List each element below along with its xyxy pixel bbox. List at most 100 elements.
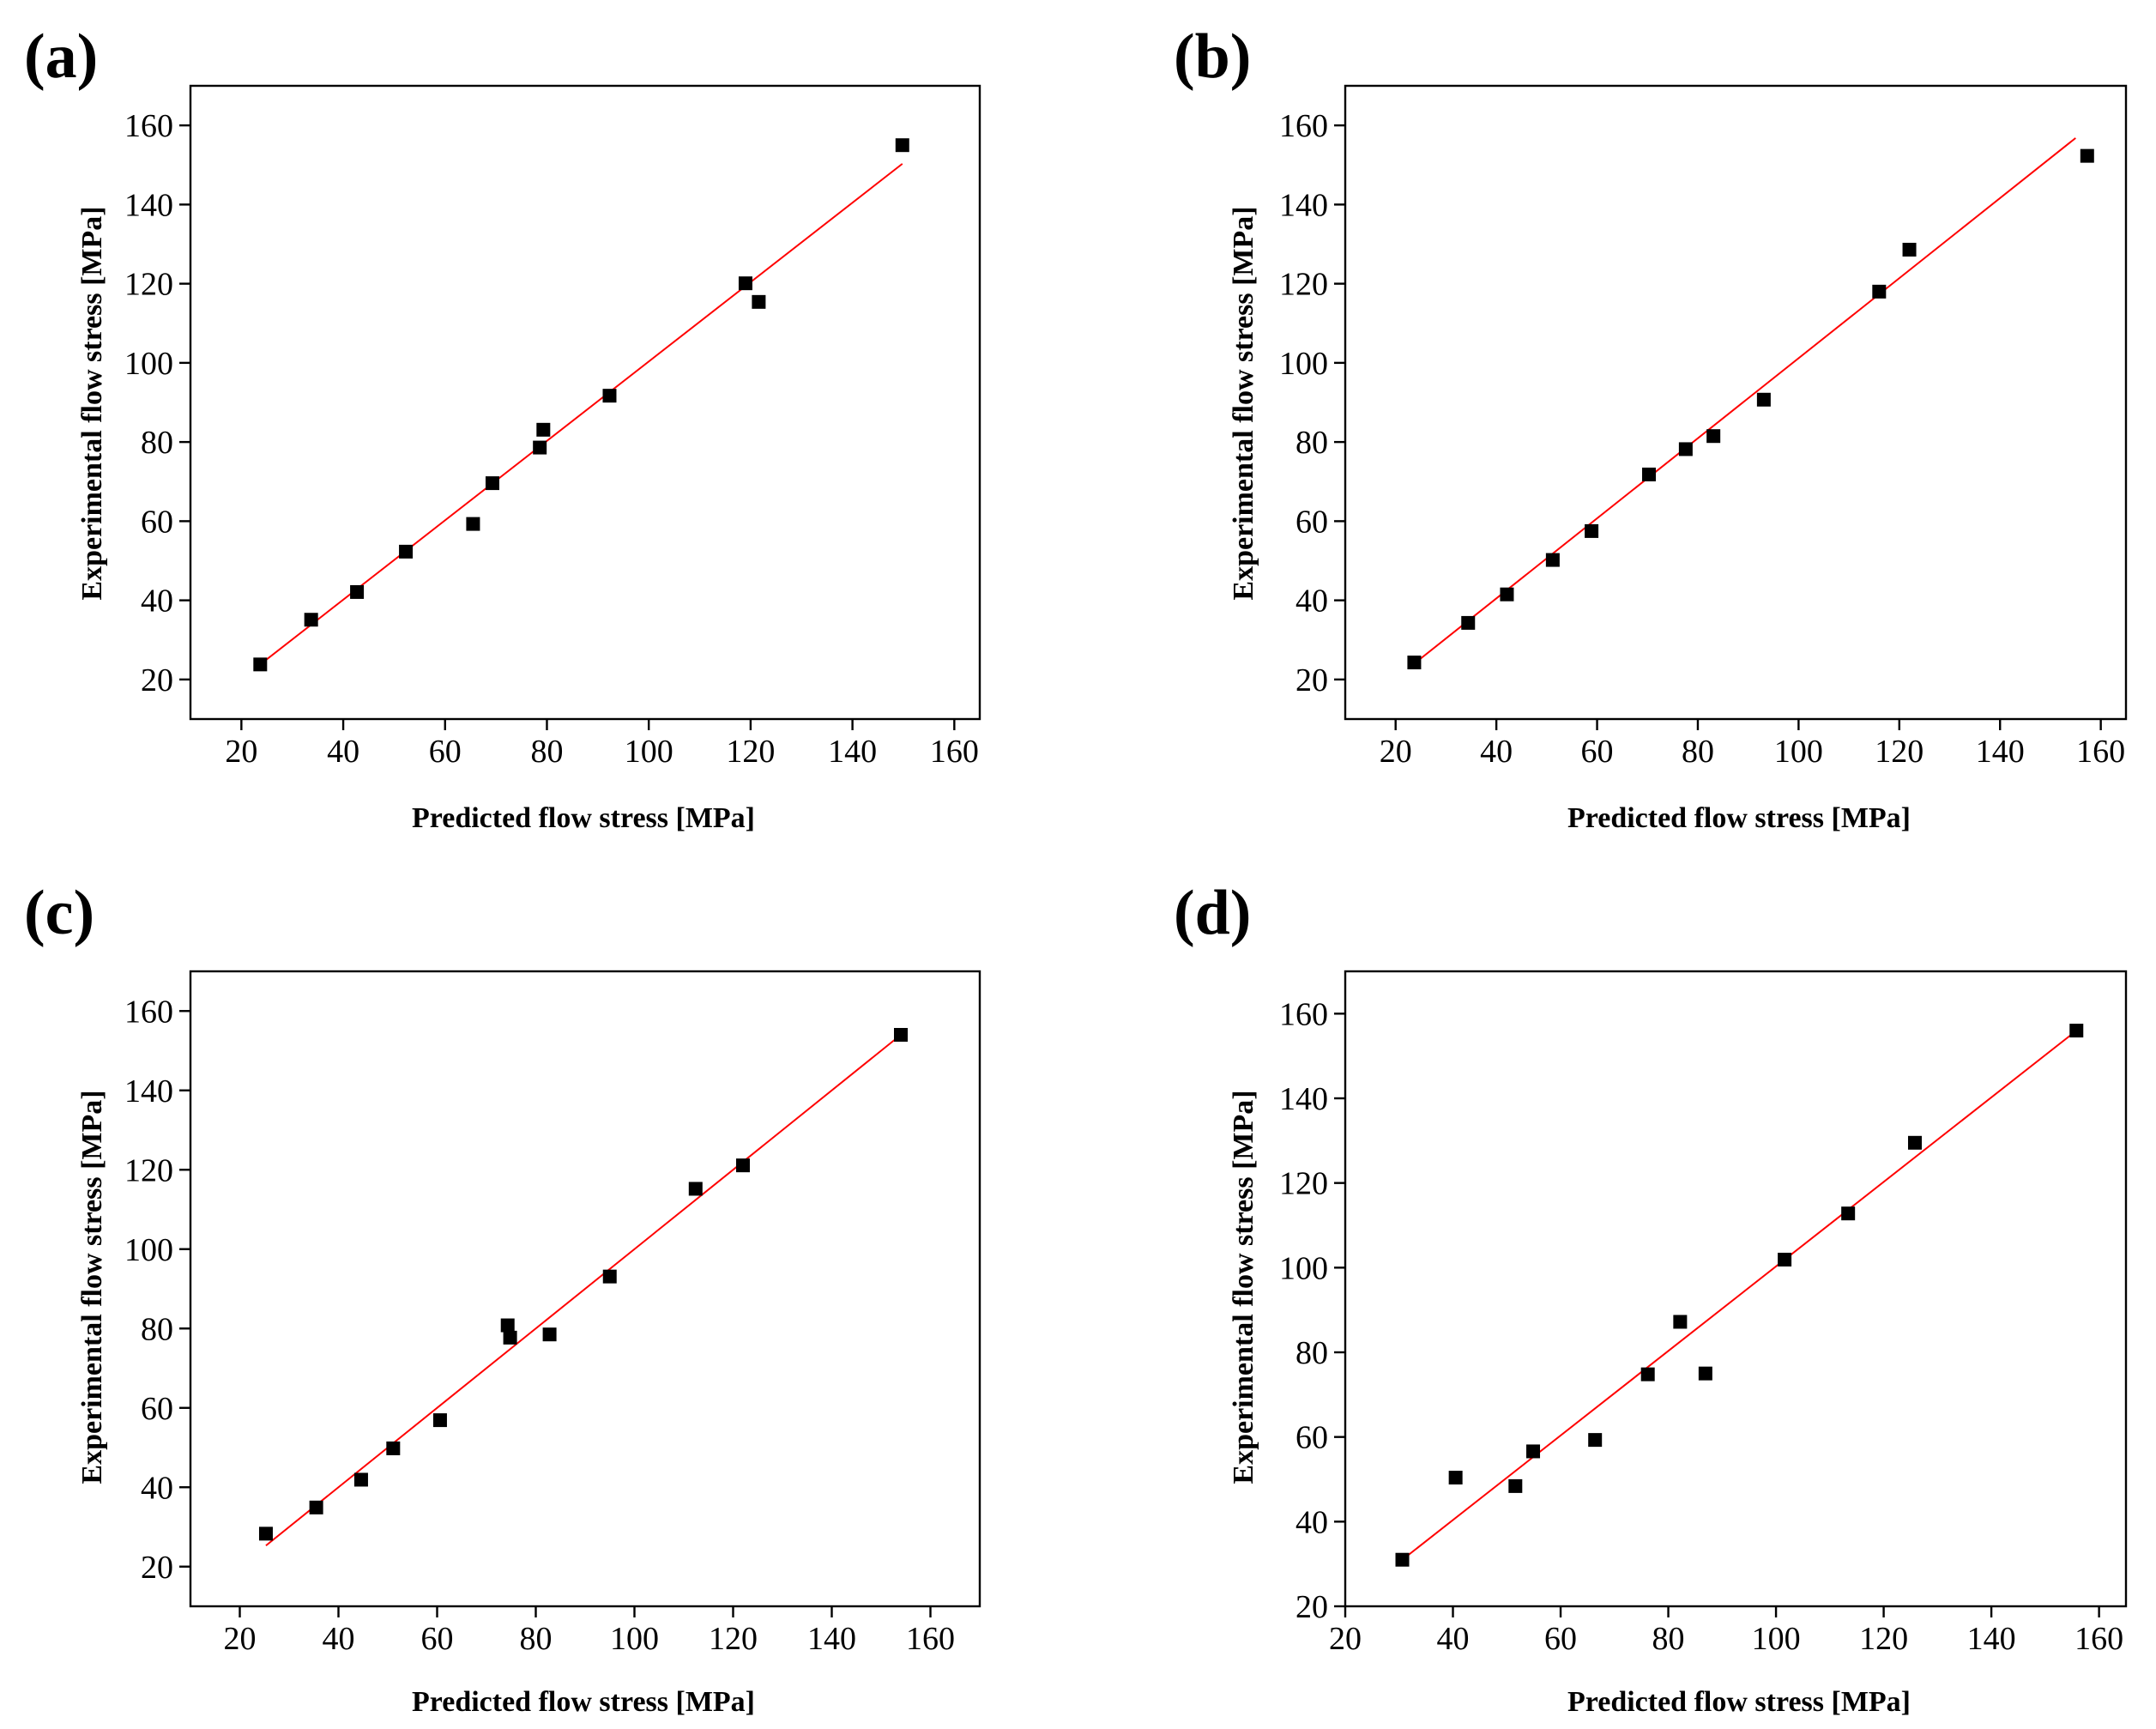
y-tick-label: 40	[141, 1470, 173, 1506]
x-axis-title: Predicted flow stress [MPa]	[412, 802, 755, 834]
x-tick-label: 100	[1774, 734, 1823, 770]
plot-frame	[1344, 970, 2128, 1608]
data-point	[1461, 615, 1476, 630]
data-point	[1508, 1478, 1523, 1493]
data-point	[304, 613, 318, 627]
x-tick-label: 80	[1682, 734, 1714, 770]
panel-label: (b)	[1174, 21, 1251, 92]
panel-b: (b) 20 40 60 80 100 120 140 160 20 40 60 80 100 120 14…	[1174, 21, 2128, 834]
y-tick-label: 20	[1295, 662, 1328, 698]
plot-frame	[1344, 84, 2128, 721]
data-point	[353, 1472, 368, 1487]
data-point	[432, 1413, 447, 1428]
y-tick-label: 100	[1279, 1250, 1328, 1286]
y-axis-title: Experimental flow stress [MPa]	[76, 1090, 108, 1484]
x-tick-label: 120	[1875, 734, 1923, 770]
x-tick-label: 120	[726, 734, 775, 770]
data-point	[309, 1500, 323, 1514]
fit-line	[265, 1034, 902, 1547]
data-point	[1500, 587, 1514, 602]
data-point	[1640, 1367, 1655, 1381]
x-tick-label: 80	[530, 734, 563, 770]
data-point	[1585, 523, 1599, 538]
data-point	[688, 1182, 703, 1196]
y-tick-label: 120	[124, 1152, 173, 1188]
y-tick-label: 160	[1279, 108, 1328, 144]
y-tick-label: 80	[141, 425, 173, 461]
data-point	[485, 476, 499, 491]
x-tick-label: 60	[1544, 1621, 1577, 1657]
x-tick-label: 60	[429, 734, 462, 770]
data-point	[1678, 442, 1693, 456]
panel-d: (d) 20 40 60 80 100 120 140 160 20 40 60 80 100 120 14…	[1174, 878, 2128, 1718]
data-point	[386, 1441, 401, 1455]
data-point	[1545, 553, 1560, 567]
data-point	[2080, 148, 2094, 163]
plot-area: 20 40 60 80 100 120 140 160 20 40 60 80 100 120 140 160	[124, 970, 981, 1657]
x-tick-label: 160	[2074, 1621, 2123, 1657]
y-tick-label: 80	[141, 1311, 173, 1347]
data-point	[1448, 1471, 1463, 1485]
data-point	[1706, 429, 1721, 444]
y-tick-label: 160	[1279, 996, 1328, 1032]
fit-line	[1401, 1030, 2077, 1561]
x-tick-label: 40	[1480, 734, 1513, 770]
x-tick-label: 20	[224, 1621, 257, 1657]
y-tick-label: 60	[1295, 1420, 1328, 1456]
y-tick-label: 140	[124, 1073, 173, 1109]
data-point	[738, 276, 752, 291]
plot-area: 20 40 60 80 100 120 140 160 20 40 60 80 100 120 140 160	[1279, 84, 2128, 770]
x-tick-label: 160	[930, 734, 979, 770]
y-tick-label: 140	[1279, 1081, 1328, 1117]
data-point	[350, 584, 365, 599]
x-tick-label: 120	[1859, 1621, 1908, 1657]
y-tick-label: 40	[1295, 1504, 1328, 1540]
y-tick-label: 140	[1279, 187, 1328, 223]
fit-line	[1413, 137, 2076, 665]
y-tick-label: 120	[1279, 267, 1328, 303]
data-point	[503, 1330, 517, 1345]
x-tick-label: 40	[327, 734, 359, 770]
y-tick-label: 40	[141, 583, 173, 620]
y-tick-label: 40	[1295, 583, 1328, 620]
data-point	[2069, 1024, 2084, 1038]
x-tick-label: 40	[1437, 1621, 1470, 1657]
data-point	[1642, 467, 1657, 481]
y-tick-label: 120	[124, 267, 173, 303]
x-tick-label: 140	[1976, 734, 2025, 770]
panel-label: (d)	[1174, 878, 1251, 948]
y-axis-title: Experimental flow stress [MPa]	[76, 206, 108, 600]
x-axis-title: Predicted flow stress [MPa]	[1567, 802, 1911, 834]
data-point	[1673, 1315, 1688, 1329]
y-axis-title: Experimental flow stress [MPa]	[1228, 1090, 1259, 1484]
x-tick-label: 80	[520, 1621, 553, 1657]
x-tick-label: 120	[709, 1621, 758, 1657]
x-tick-label: 160	[906, 1621, 955, 1657]
data-point	[1756, 392, 1771, 407]
x-tick-label: 100	[610, 1621, 659, 1657]
y-axis-title: Experimental flow stress [MPa]	[1228, 206, 1259, 600]
data-point	[1841, 1206, 1856, 1221]
data-point	[1902, 242, 1917, 257]
x-tick-label: 60	[1581, 734, 1614, 770]
plot-frame	[189, 970, 981, 1608]
x-axis-title: Predicted flow stress [MPa]	[1567, 1686, 1911, 1718]
data-point	[542, 1327, 557, 1342]
x-tick-label: 40	[323, 1621, 355, 1657]
data-point	[1907, 1135, 1922, 1150]
y-tick-label: 160	[124, 108, 173, 144]
data-point	[1872, 284, 1887, 299]
data-point	[1407, 656, 1422, 670]
x-tick-label: 140	[828, 734, 877, 770]
plot-area: 20 40 60 80 100 120 140 160 20 40 60 80 100 120 140 160	[124, 84, 981, 770]
plot-frame	[189, 84, 981, 721]
y-tick-label: 20	[141, 1550, 173, 1586]
x-tick-label: 100	[625, 734, 673, 770]
panel-label: (c)	[24, 878, 94, 948]
y-tick-label: 60	[1295, 504, 1328, 540]
x-tick-label: 160	[2076, 734, 2125, 770]
panel-a: (a) 20 40 60 80 100 120 140 160 20 40 60 80 100 120 14…	[24, 21, 981, 834]
x-tick-label: 140	[807, 1621, 856, 1657]
